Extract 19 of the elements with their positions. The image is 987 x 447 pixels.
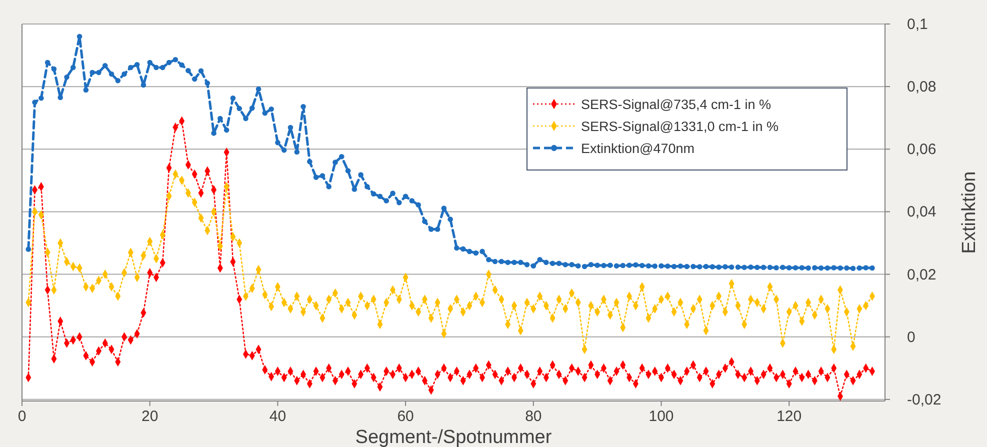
y2-tick-label: 0,06: [907, 141, 936, 158]
x-tick-label: 0: [18, 408, 26, 425]
x-tick-label: 60: [397, 408, 414, 425]
x-tick-label: 40: [269, 408, 286, 425]
x-tick-label: 20: [142, 408, 158, 425]
y2-tick-label: 0,04: [907, 204, 936, 221]
x-tick-label: 100: [648, 408, 674, 425]
legend-label: SERS-Signal@1331,0 cm-1 in %: [581, 119, 779, 134]
legend-label: SERS-Signal@735,4 cm-1 in %: [581, 97, 772, 112]
y2-tick-label: 0,1: [907, 16, 928, 33]
y2-tick-label: 0,02: [907, 266, 936, 284]
x-axis-title: Segment-/Spotnummer: [355, 427, 552, 447]
y2-tick-label: -0,02: [907, 391, 942, 408]
x-tick-label: 120: [776, 408, 802, 425]
x-tick-label: 80: [525, 408, 542, 425]
y2-axis-title: Extinktion: [959, 171, 980, 254]
y2-tick-label: 0,08: [907, 78, 936, 96]
y2-tick-label: 0: [907, 328, 916, 346]
legend-label: Extinktion@470nm: [581, 141, 695, 156]
